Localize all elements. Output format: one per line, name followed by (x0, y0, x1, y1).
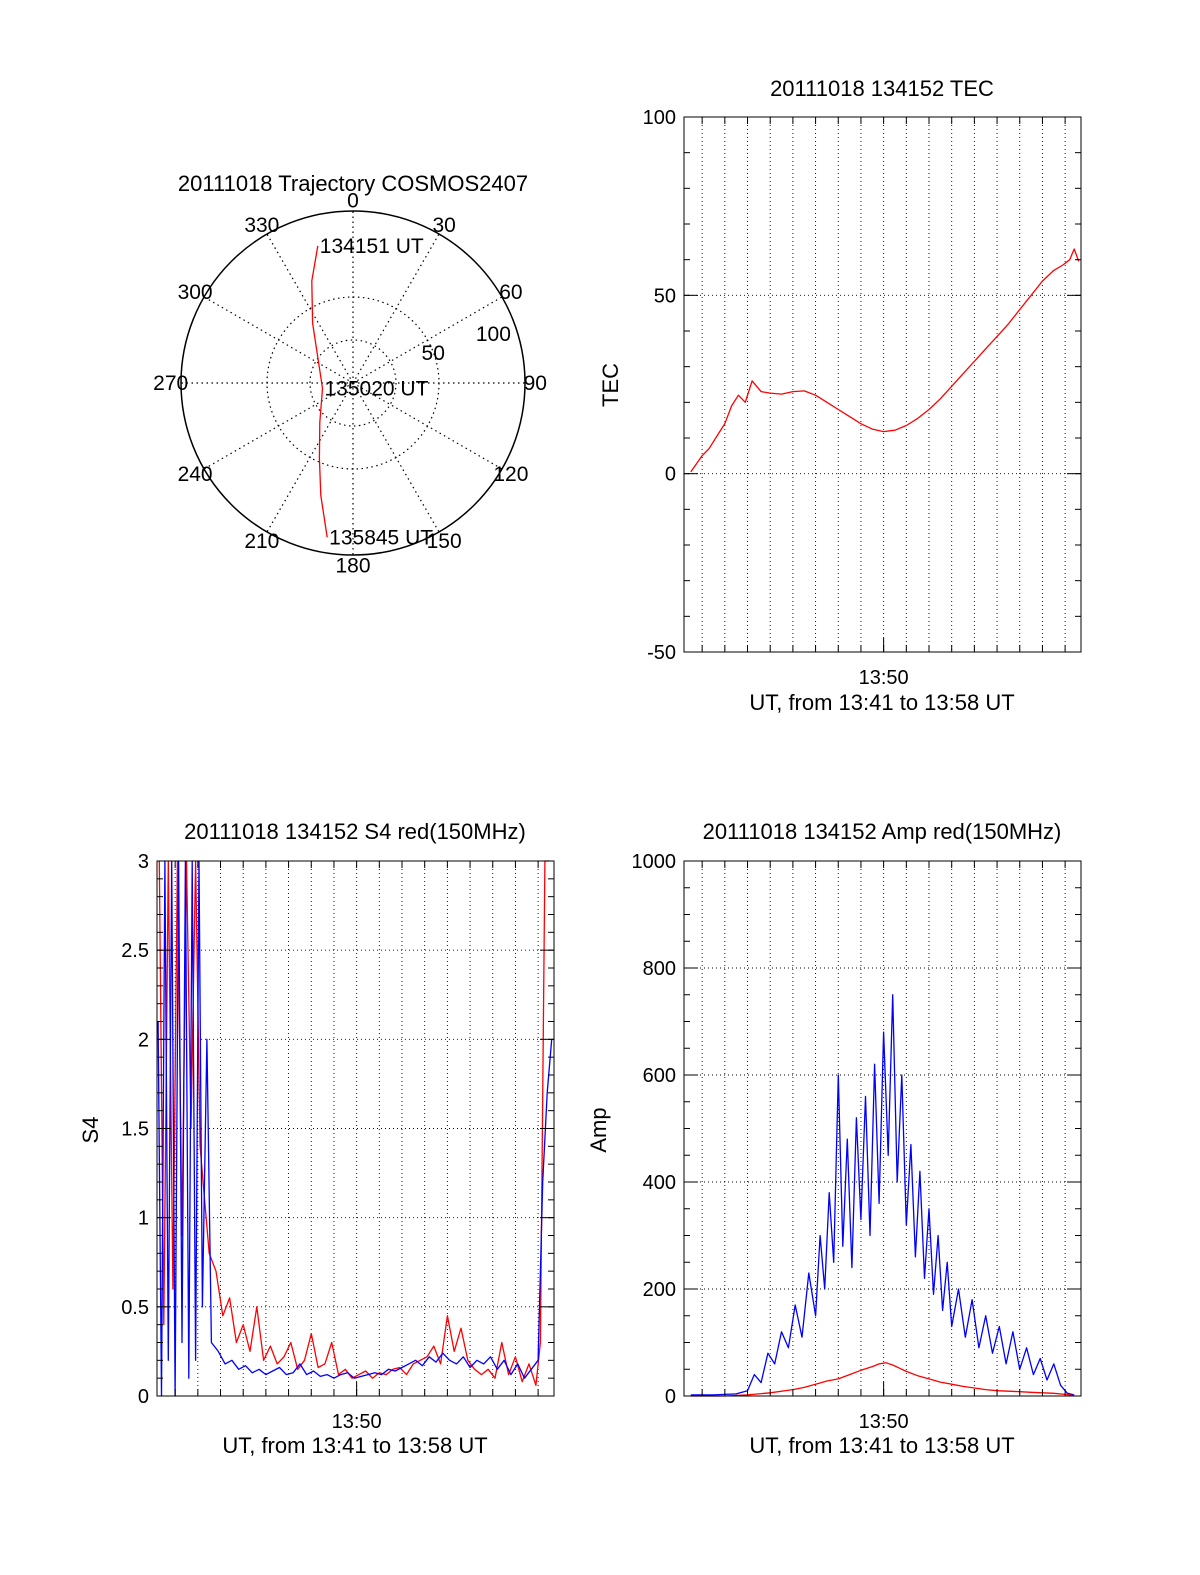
azimuth-label: 120 (493, 463, 528, 486)
y-tick-label: 0 (138, 1386, 149, 1408)
trajectory-annotation: 135020 UT (325, 377, 429, 400)
y-tick-label: 3 (138, 851, 149, 873)
y-tick-label: 1000 (632, 851, 677, 873)
y-tick-label: 600 (643, 1065, 676, 1087)
polar-spoke (352, 382, 440, 533)
trajectory-annotations: 134151 UT 135020 UT 135845 UT (320, 235, 433, 549)
azimuth-label: 270 (153, 372, 188, 395)
polar-spoke (352, 382, 503, 470)
y-tick-label: 800 (643, 958, 676, 980)
y-tick-label: 1.5 (121, 1119, 149, 1141)
s4-chart: 20111018 134152 S4 red(150MHz) 0 0.5 1 1.5 2… (78, 819, 555, 1458)
y-tick-label: 2 (138, 1029, 149, 1051)
s4-ylabel: S4 (78, 1117, 103, 1144)
x-tick-label: 13:50 (332, 1411, 382, 1433)
azimuth-label: 180 (335, 554, 370, 577)
trajectory-title: 20111018 Trajectory COSMOS2407 (178, 171, 528, 196)
y-tick-label: 0.5 (121, 1297, 149, 1319)
amp-grid (684, 861, 1081, 1396)
polar-grid (181, 211, 525, 555)
amp-chart: 20111018 134152 Amp red(150MHz) 0 200 400 6… (586, 819, 1082, 1458)
series-line-0 (690, 994, 1075, 1396)
polar-inner-ring (309, 339, 397, 427)
amp-plot-frame (683, 860, 1082, 1397)
y-tick-label: 0 (665, 1386, 676, 1408)
amp-series (690, 994, 1075, 1397)
trajectory-annotation: 135845 UT (329, 526, 433, 549)
s4-grid (157, 861, 554, 1396)
polar-spoke (352, 233, 440, 384)
y-tick-label: -50 (647, 642, 676, 664)
polar-outer-circle (180, 210, 526, 556)
y-tick-label: 200 (643, 1279, 676, 1301)
amp-ylabel: Amp (586, 1107, 611, 1152)
s4-series (157, 860, 553, 1397)
series-line-0 (690, 248, 1080, 473)
tec-series (690, 248, 1080, 473)
tec-title: 20111018 134152 TEC (770, 76, 994, 101)
series-line-0 (158, 860, 550, 1386)
amp-xlabel: UT, from 13:41 to 13:58 UT (749, 1433, 1014, 1458)
y-tick-label: 50 (654, 285, 676, 307)
tec-ticks: -50 0 50 100 13:50 (643, 107, 1081, 689)
amp-title: 20111018 134152 Amp red(150MHz) (703, 819, 1062, 844)
s4-xlabel: UT, from 13:41 to 13:58 UT (222, 1433, 487, 1458)
tec-chart: 20111018 134152 TEC -50 0 50 100 13:50 UT, f… (598, 76, 1082, 715)
azimuth-label: 300 (178, 281, 213, 304)
trajectory-series (311, 245, 328, 538)
series-line-1 (690, 1362, 1075, 1397)
tec-xlabel: UT, from 13:41 to 13:58 UT (749, 690, 1014, 715)
polar-spoke (203, 382, 354, 470)
azimuth-label: 210 (244, 530, 279, 553)
trajectory-polar-chart: 20111018 Trajectory COSMOS2407 0 30 60 90 12… (153, 171, 547, 577)
azimuth-label: 150 (427, 530, 462, 553)
tec-ylabel: TEC (598, 363, 623, 407)
series-line-1 (157, 860, 553, 1397)
azimuth-label: 240 (178, 463, 213, 486)
s4-title: 20111018 134152 S4 red(150MHz) (184, 819, 526, 844)
trajectory-annotation: 134151 UT (320, 235, 424, 258)
polar-spoke (352, 296, 503, 384)
x-tick-label: 13:50 (859, 1411, 909, 1433)
azimuth-label: 330 (244, 214, 279, 237)
s4-plot-frame (156, 860, 555, 1397)
radial-label: 50 (422, 342, 445, 365)
trajectory-line (311, 245, 328, 538)
azimuth-label: 0 (347, 190, 359, 213)
polar-spoke (203, 296, 354, 384)
y-tick-label: 400 (643, 1172, 676, 1194)
y-tick-label: 100 (643, 107, 676, 129)
y-tick-label: 2.5 (121, 940, 149, 962)
tec-plot-frame (683, 116, 1082, 653)
amp-ticks: 0 200 400 600 800 1000 13:50 (632, 851, 1081, 1433)
azimuth-label: 90 (524, 372, 547, 395)
tec-grid (684, 117, 1081, 652)
polar-spoke (266, 233, 354, 384)
polar-labels: 0 30 60 90 120 150 180 210 240 270 300 330 50 100 (153, 190, 547, 578)
x-tick-label: 13:50 (859, 667, 909, 689)
azimuth-label: 60 (499, 281, 522, 304)
s4-ticks: 0 0.5 1 1.5 2 2.5 3 13:50 (121, 851, 554, 1433)
azimuth-label: 30 (432, 214, 455, 237)
y-tick-label: 0 (665, 464, 676, 486)
y-tick-label: 1 (138, 1208, 149, 1230)
polar-spoke (266, 382, 354, 533)
radial-label: 100 (476, 323, 511, 346)
